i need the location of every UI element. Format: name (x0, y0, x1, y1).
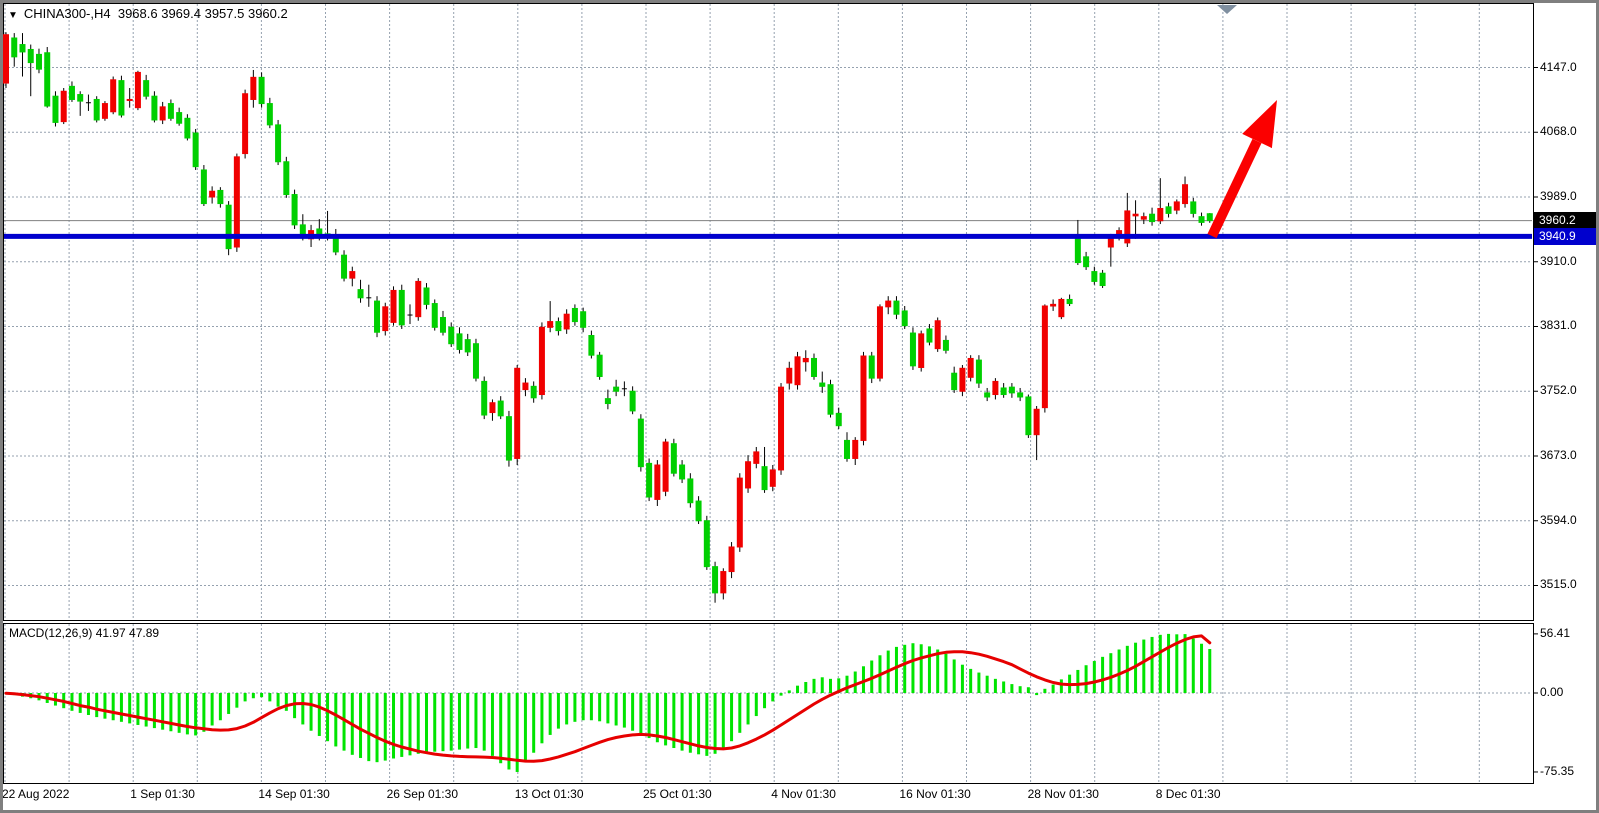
time-axis[interactable]: 22 Aug 2022 1 Sep 01:30 14 Sep 01:30 26 Sep… (0, 784, 1599, 810)
price-tick-label: 3910.0 (1540, 253, 1577, 268)
price-tick-label: 3515.0 (1540, 577, 1577, 592)
main-chart-panel[interactable] (3, 3, 1534, 621)
price-tick-label: 4068.0 (1540, 124, 1577, 139)
symbol-dropdown-icon[interactable]: ▼ (8, 10, 18, 21)
support-line-price-tag: 3940.9 (1534, 228, 1598, 246)
price-tick-label: 3673.0 (1540, 447, 1577, 462)
chart-title: ▼ CHINA300-,H4 3968.6 3969.4 3957.5 3960.… (8, 6, 288, 21)
current-price-tag: 3960.2 (1534, 212, 1598, 230)
price-axis[interactable]: 4147.0 4068.0 3989.0 3910.0 3831.0 3752.0 3673… (1534, 0, 1599, 784)
date-tick-label: 25 Oct 01:30 (643, 787, 712, 801)
date-tick-label: 14 Sep 01:30 (258, 787, 330, 801)
price-tick-label: 3594.0 (1540, 512, 1577, 527)
price-tick-label: 4147.0 (1540, 59, 1577, 74)
macd-tick-label: 56.41 (1540, 625, 1571, 640)
date-tick-label: 4 Nov 01:30 (771, 787, 836, 801)
date-tick-label: 26 Sep 01:30 (386, 787, 458, 801)
price-tick-label: 3989.0 (1540, 189, 1577, 203)
macd-indicator-panel[interactable] (3, 623, 1534, 784)
date-tick-label: 1 Sep 01:30 (130, 787, 195, 801)
macd-tick-label: 0.00 (1540, 685, 1564, 699)
symbol-name: CHINA300-,H4 (23, 6, 111, 21)
macd-label: MACD(12,26,9) 41.97 47.89 (9, 626, 160, 640)
price-tick-label: 3752.0 (1540, 383, 1577, 398)
date-tick-label: 13 Oct 01:30 (514, 787, 584, 801)
price-tick-label: 3831.0 (1540, 318, 1577, 333)
date-tick-label: 22 Aug 2022 (2, 787, 70, 801)
date-tick-label: 8 Dec 01:30 (1155, 787, 1221, 801)
ohlc-values: 3968.6 3969.4 3957.5 3960.2 (117, 6, 288, 21)
date-tick-label: 16 Nov 01:30 (899, 787, 971, 801)
macd-tick-label: -75.35 (1540, 763, 1575, 778)
date-tick-label: 28 Nov 01:30 (1027, 787, 1099, 801)
